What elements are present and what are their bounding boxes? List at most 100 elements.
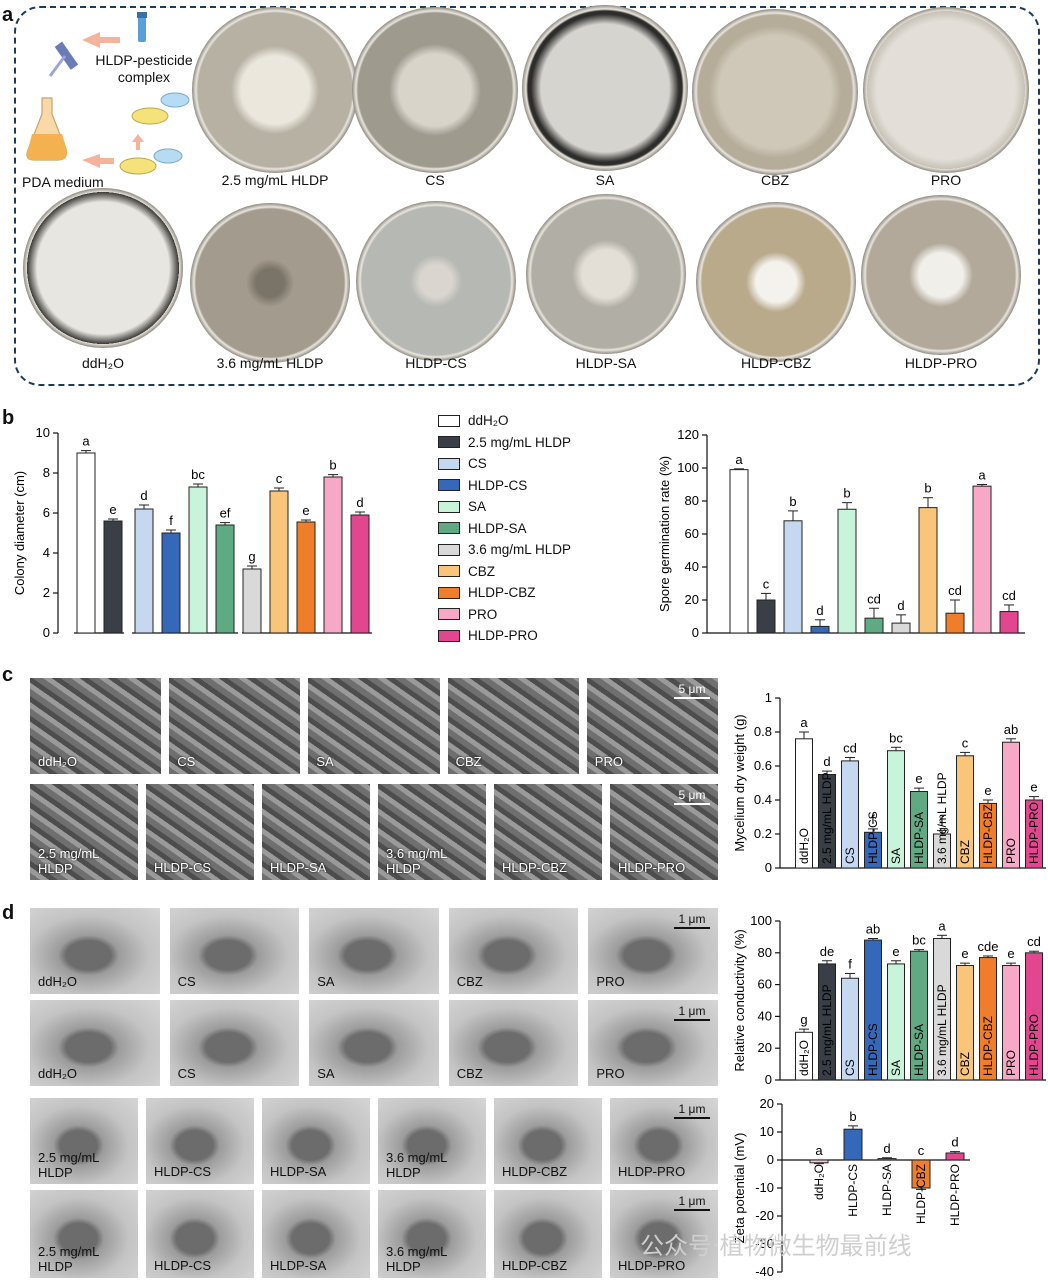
panel-letter-d: d — [2, 902, 15, 924]
category-label: PRO — [1004, 838, 1018, 864]
bar — [910, 950, 928, 1081]
legend-entry: SA — [438, 496, 571, 518]
tem-label: HLDP-CBZ — [502, 1258, 568, 1273]
petri-dish-icon — [131, 107, 169, 125]
arrow-right-icon — [82, 154, 114, 168]
sem-image — [30, 678, 162, 774]
bar — [979, 802, 997, 869]
spore-germination-chart: 0 20 40 60 80 100 120 Spore germination rate (%… — [657, 427, 1025, 640]
significance-letter: a — [82, 434, 90, 449]
y-tick-label: 0 — [765, 860, 772, 875]
panel-a-frame — [14, 6, 1040, 386]
category-label: HLDP-PRO — [948, 1164, 962, 1226]
sem-label: 2.5 mg/mL HLDP — [38, 846, 99, 876]
scale-bar: 1 μm — [674, 1194, 710, 1211]
bar — [864, 617, 884, 634]
significance-letter: f — [848, 956, 852, 971]
tem-label: PRO — [596, 974, 625, 989]
category-label: 3.6 mg/mL HLDP — [935, 772, 949, 864]
sem-label: HLDP-SA — [270, 860, 327, 875]
bar — [841, 760, 859, 869]
sem-label: PRO — [594, 754, 623, 769]
tem-image — [309, 908, 439, 994]
category-label: HLDP-SA — [912, 812, 926, 864]
y-tick-label: 60 — [685, 526, 699, 541]
bar — [783, 520, 803, 634]
flask-icon — [26, 97, 68, 161]
y-tick-label: 100 — [750, 913, 772, 928]
tem-image — [309, 1000, 439, 1086]
significance-letter: d — [823, 754, 830, 769]
bar — [188, 486, 208, 634]
y-tick-label: -30 — [755, 1236, 774, 1251]
significance-letter: f — [169, 513, 173, 528]
bar — [269, 490, 289, 634]
tem-image — [494, 1190, 602, 1278]
bar — [1002, 965, 1020, 1081]
significance-letter: b — [329, 458, 336, 473]
petri-lid-icon — [153, 148, 183, 164]
significance-letter: d — [951, 1135, 958, 1150]
tem-image — [30, 1190, 138, 1278]
tem-image — [30, 1098, 138, 1184]
tem-image — [30, 908, 160, 994]
sem-label: 3.6 mg/mL HLDP — [386, 846, 447, 876]
y-tick-label: 20 — [685, 592, 699, 607]
sem-image — [146, 784, 254, 880]
schematic-drawing — [26, 12, 190, 175]
bar — [1002, 741, 1020, 869]
sem-image — [30, 784, 138, 880]
sem-image — [308, 678, 440, 774]
legend-entry: CBZ — [438, 561, 571, 583]
legend-swatch — [438, 436, 460, 449]
significance-letter: cd — [1002, 588, 1016, 603]
category-label: 3.6 mg/mL HLDP — [935, 984, 949, 1076]
category-label: ddH₂O — [797, 1040, 811, 1076]
category-label: ddH₂O — [812, 1164, 826, 1200]
category-label: HLDP-CS — [866, 811, 880, 864]
bar — [161, 532, 181, 634]
top-4-dish — [863, 7, 1029, 173]
sem-image — [378, 784, 486, 880]
bar — [918, 507, 938, 634]
legend-label: CS — [468, 456, 487, 472]
significance-letter: f — [940, 814, 944, 829]
significance-letter: c — [918, 1143, 925, 1158]
legend-entry: HLDP-CS — [438, 475, 571, 497]
watermark: 公众号·植物微生物最前线 — [640, 1232, 912, 1260]
significance-letter: bc — [191, 467, 205, 482]
bar — [729, 469, 749, 634]
y-tick-label: 0 — [767, 1152, 774, 1167]
tem-image — [262, 1098, 370, 1184]
bar — [864, 939, 882, 1081]
legend-swatch — [438, 500, 460, 513]
legend-entry: 3.6 mg/mL HLDP — [438, 539, 571, 561]
tem-label: HLDP-PRO — [618, 1164, 686, 1179]
sem-image — [447, 678, 579, 774]
colony-diameter-chart: 0 2 4 6 8 10 Colony diameter (cm) a e d f bc ef g c e b d — [12, 425, 372, 640]
bar — [945, 1152, 965, 1161]
category-label: CBZ — [958, 840, 972, 864]
scale-bar: 1 μm — [674, 912, 710, 929]
bottom-0-dish — [23, 188, 183, 348]
legend-swatch — [438, 522, 460, 535]
top-1-label: CS — [425, 172, 445, 188]
bar — [350, 514, 370, 634]
legend-label: HLDP-CS — [468, 477, 528, 493]
tem-image — [378, 1190, 486, 1278]
bar — [891, 622, 911, 634]
y-tick-label: 4 — [43, 545, 50, 560]
category-label: HLDP-SA — [912, 1024, 926, 1076]
arrow-left-icon — [82, 32, 120, 48]
tem-image — [448, 1000, 579, 1086]
tem-image — [588, 908, 718, 994]
medium-label: PDA medium — [22, 174, 104, 190]
significance-letter: cd — [948, 583, 962, 598]
significance-letter: g — [800, 1012, 807, 1027]
bar — [972, 485, 992, 634]
bar — [877, 1158, 897, 1161]
significance-letter: b — [849, 1109, 856, 1124]
y-tick-label: 100 — [677, 460, 699, 475]
tem-image — [448, 908, 579, 994]
